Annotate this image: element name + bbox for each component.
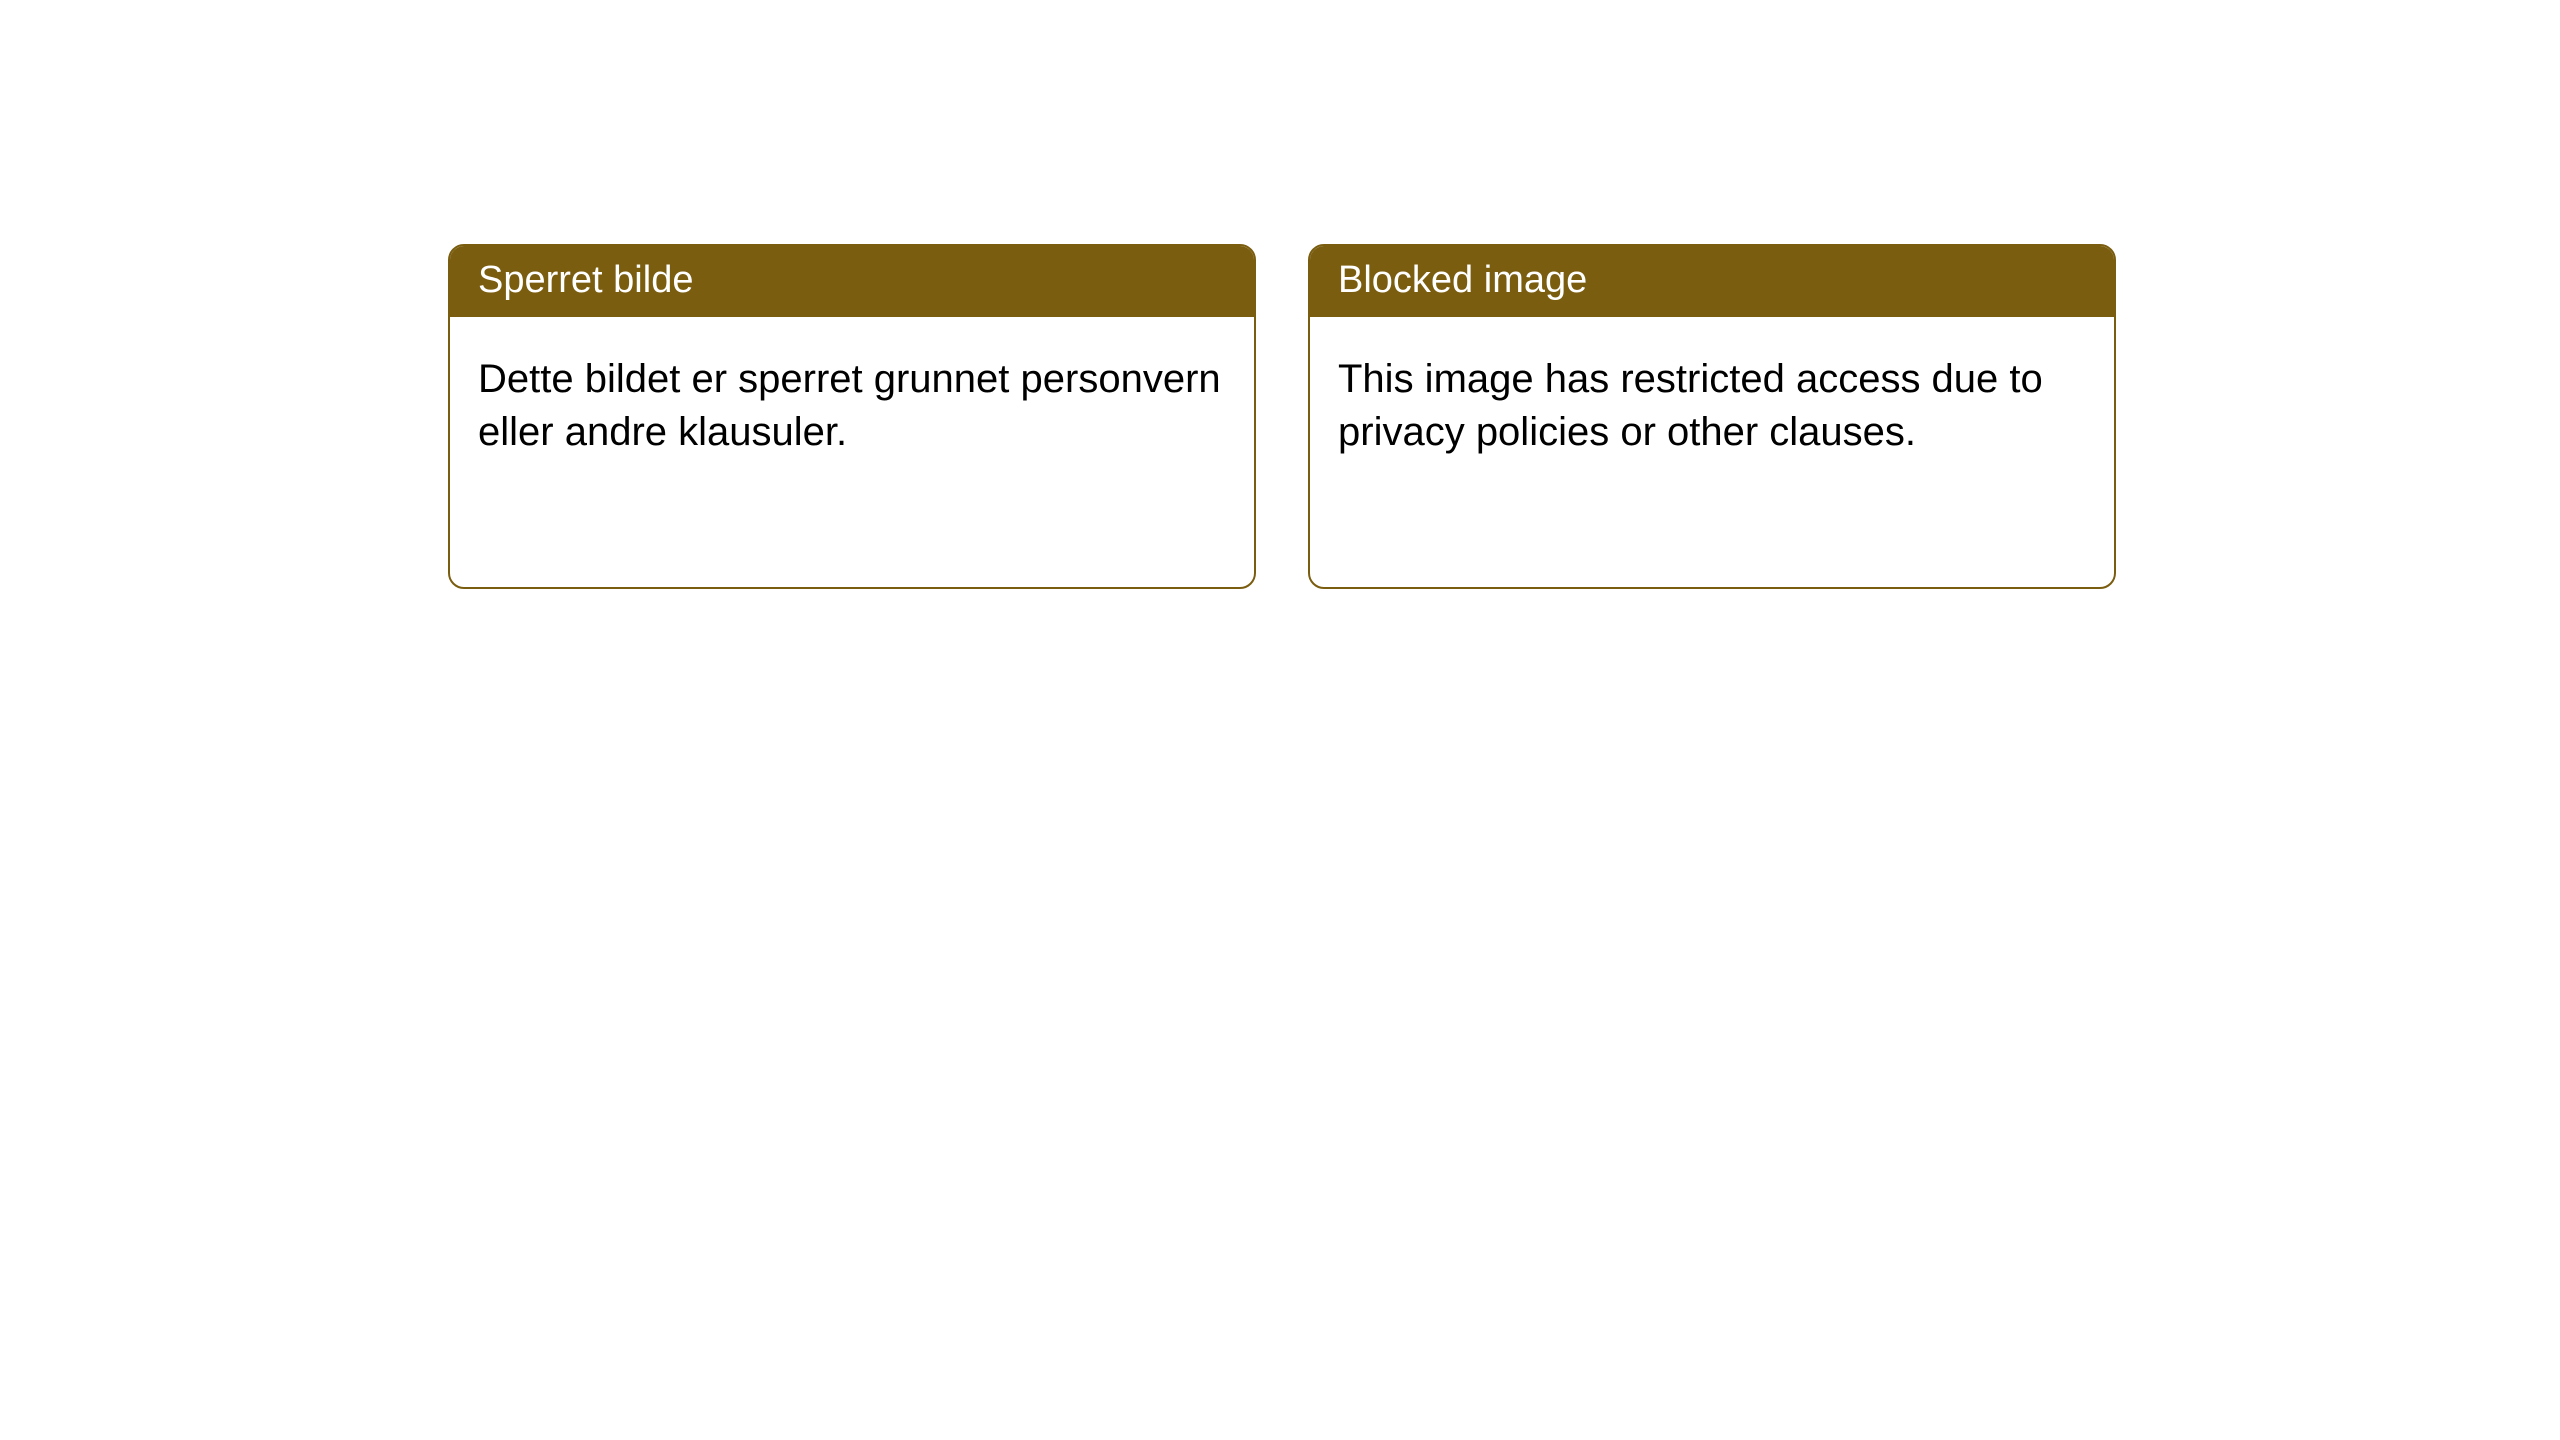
card-header-no: Sperret bilde (450, 246, 1254, 317)
card-body-en: This image has restricted access due to … (1310, 317, 2114, 587)
blocked-image-card-en: Blocked image This image has restricted … (1308, 244, 2116, 589)
card-header-en: Blocked image (1310, 246, 2114, 317)
blocked-image-card-no: Sperret bilde Dette bildet er sperret gr… (448, 244, 1256, 589)
card-body-no: Dette bildet er sperret grunnet personve… (450, 317, 1254, 587)
cards-container: Sperret bilde Dette bildet er sperret gr… (0, 0, 2560, 589)
